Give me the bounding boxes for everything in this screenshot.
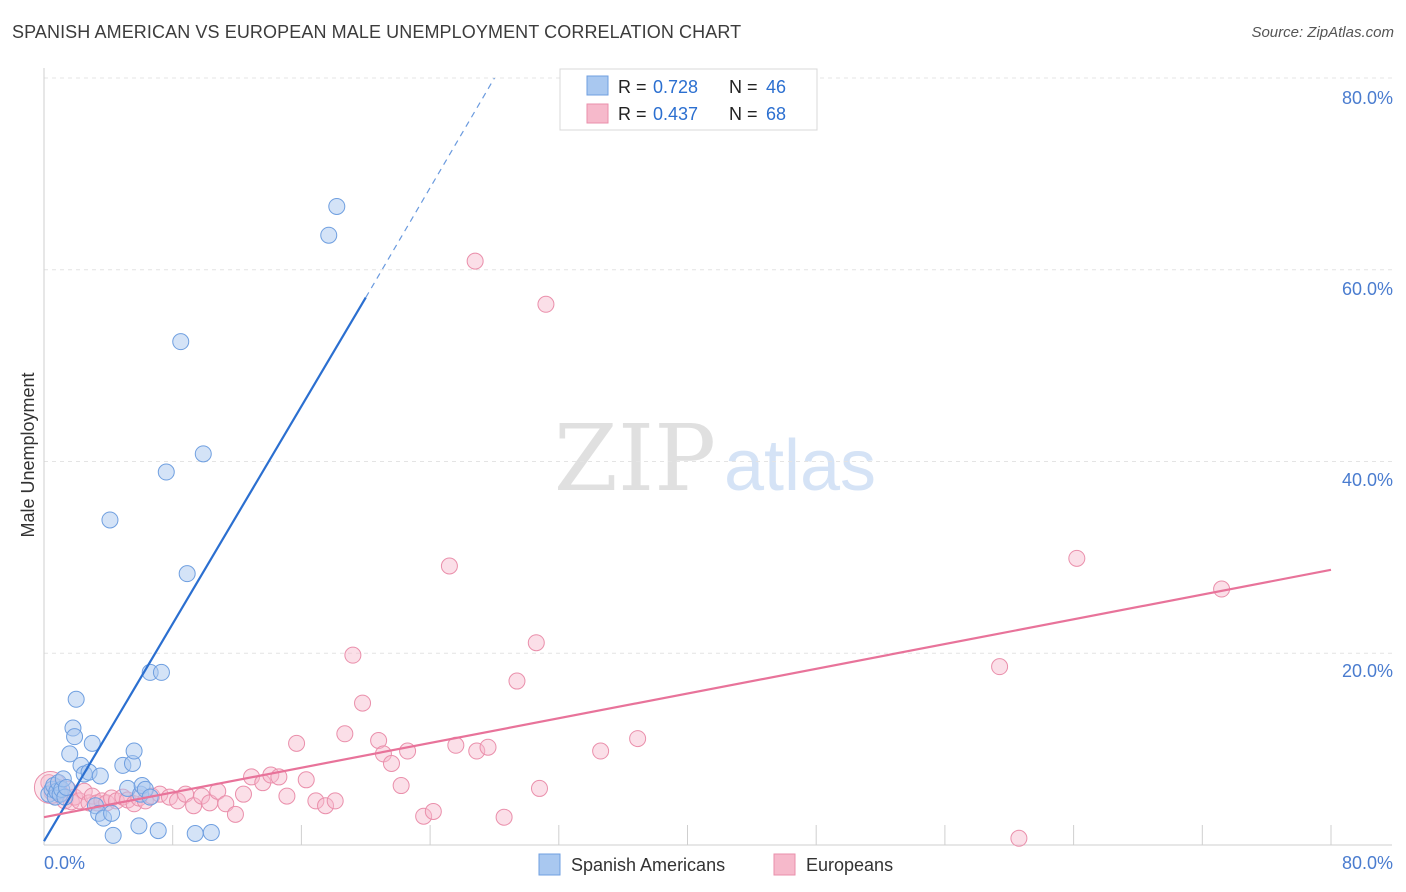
axes xyxy=(43,68,1392,846)
europeans-point xyxy=(530,779,548,797)
spanish-americans-point xyxy=(83,734,101,752)
y-tick-label: 20.0% xyxy=(1342,661,1393,681)
spanish-americans-point xyxy=(320,226,338,244)
y-axis-label: Male Unemployment xyxy=(18,372,38,537)
spanish-americans-point xyxy=(152,663,170,681)
spanish-americans-point xyxy=(186,824,204,842)
europeans-point xyxy=(278,787,296,805)
europeans-point xyxy=(307,792,325,810)
europeans-points xyxy=(33,252,1231,847)
watermark: ZIP atlas xyxy=(554,405,876,512)
spanish-americans-point xyxy=(172,333,190,351)
spanish-americans-trend-line xyxy=(43,296,367,842)
legend-r-label: R = xyxy=(618,104,647,124)
europeans-point xyxy=(424,802,442,820)
europeans-point xyxy=(479,738,497,756)
spanish-americans-point xyxy=(103,804,121,822)
europeans-point xyxy=(508,672,526,690)
trend-lines xyxy=(43,77,1332,842)
x-tick-label-min: 0.0% xyxy=(44,853,85,873)
legend-n-label: N = xyxy=(729,77,758,97)
europeans-point xyxy=(495,808,513,826)
bottom-legend-swatch-pink xyxy=(773,853,796,876)
europeans-point xyxy=(592,742,610,760)
europeans-point xyxy=(415,807,433,825)
europeans-point xyxy=(217,795,235,813)
bottom-legend: Spanish Americans Europeans xyxy=(538,853,893,876)
watermark-zip: ZIP xyxy=(554,405,716,512)
legend-swatch-pink xyxy=(586,103,609,124)
spanish-americans-point xyxy=(61,745,79,763)
legend-n-value: 46 xyxy=(766,77,786,97)
x-tick-label-max: 80.0% xyxy=(1342,853,1393,873)
europeans-point xyxy=(288,734,306,752)
europeans-point xyxy=(317,797,335,815)
europeans-point xyxy=(226,805,244,823)
legend-r-value: 0.437 xyxy=(653,104,698,124)
europeans-point xyxy=(370,731,388,749)
grid xyxy=(44,77,1392,654)
spanish-americans-point xyxy=(328,197,346,215)
bottom-legend-swatch-blue xyxy=(538,853,561,876)
spanish-americans-point xyxy=(66,728,84,746)
legend: R = 0.728 N = 46 R = 0.437 N = 68 xyxy=(559,68,818,131)
spanish-americans-point xyxy=(101,511,119,529)
spanish-americans-points xyxy=(40,197,346,844)
spanish-americans-point xyxy=(149,822,167,840)
spanish-americans-point xyxy=(178,565,196,583)
spanish-americans-point xyxy=(130,817,148,835)
europeans-point xyxy=(466,252,484,270)
legend-n-value: 68 xyxy=(766,104,786,124)
y-tick-label: 40.0% xyxy=(1342,470,1393,490)
legend-r-label: R = xyxy=(618,77,647,97)
europeans-point xyxy=(336,725,354,743)
y-tick-labels: 20.0% 40.0% 60.0% 80.0% xyxy=(1342,88,1393,681)
europeans-point xyxy=(991,658,1009,676)
europeans-point xyxy=(326,792,344,810)
chart-title: SPANISH AMERICAN VS EUROPEAN MALE UNEMPL… xyxy=(12,22,742,42)
europeans-point xyxy=(1010,829,1028,847)
europeans-trend-line xyxy=(43,568,1332,819)
europeans-point xyxy=(344,646,362,664)
spanish-americans-point xyxy=(91,767,109,785)
spanish-americans-trend-extension xyxy=(365,77,495,298)
legend-n-label: N = xyxy=(729,104,758,124)
spanish-americans-point xyxy=(104,826,122,844)
europeans-point xyxy=(382,755,400,773)
europeans-point xyxy=(234,785,252,803)
spanish-americans-point xyxy=(194,445,212,463)
europeans-point xyxy=(629,730,647,748)
y-tick-label: 60.0% xyxy=(1342,279,1393,299)
europeans-point xyxy=(440,557,458,575)
europeans-point xyxy=(527,634,545,652)
europeans-point xyxy=(354,694,372,712)
spanish-americans-point xyxy=(125,742,143,760)
bottom-legend-label-spanish-americans: Spanish Americans xyxy=(571,855,725,875)
legend-r-value: 0.728 xyxy=(653,77,698,97)
y-tick-label: 80.0% xyxy=(1342,88,1393,108)
spanish-americans-point xyxy=(157,463,175,481)
watermark-atlas: atlas xyxy=(724,426,876,506)
europeans-point xyxy=(1068,549,1086,567)
legend-swatch-blue xyxy=(586,75,609,96)
europeans-point xyxy=(537,295,555,313)
spanish-americans-point xyxy=(202,824,220,842)
europeans-point xyxy=(297,771,315,789)
europeans-point xyxy=(468,742,486,760)
spanish-americans-point xyxy=(67,690,85,708)
source-credit: Source: ZipAtlas.com xyxy=(1251,24,1394,41)
bottom-legend-label-europeans: Europeans xyxy=(806,855,893,875)
europeans-point xyxy=(392,777,410,795)
